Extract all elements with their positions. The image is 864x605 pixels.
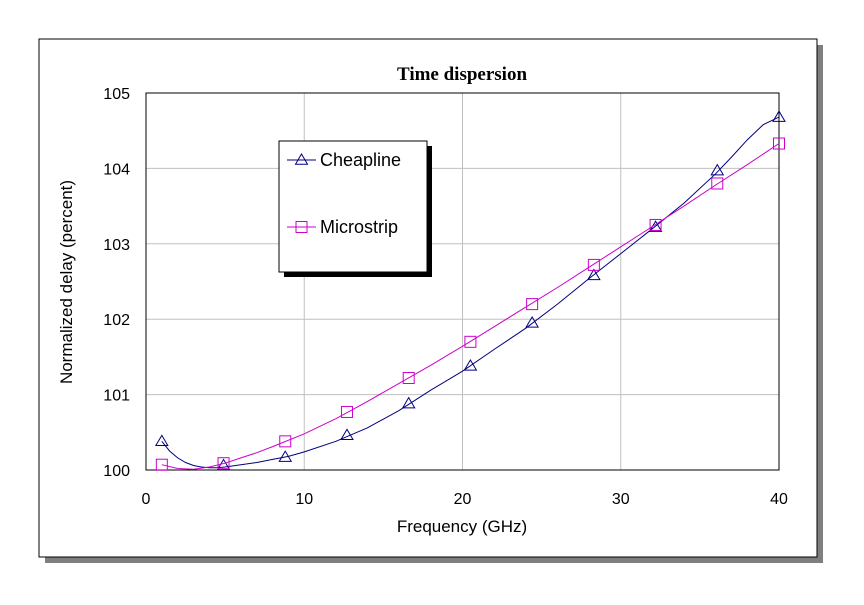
data-point-cheapline [772,110,786,122]
y-tick-labels: 100 101 102 103 104 105 [103,86,130,480]
x-tick-label: 10 [295,491,313,508]
data-point-microstrip [340,405,353,418]
y-tick-label: 103 [103,237,130,254]
x-axis-title: Frequency (GHz) [397,517,527,536]
legend-marker-cheapline [294,153,309,165]
chart-frame [38,38,818,558]
data-point-cheapline [586,268,601,281]
data-point-cheapline [278,450,293,462]
x-tick-labels: 0 10 20 30 40 [142,491,788,508]
data-point-cheapline [340,428,354,441]
data-point-microstrip [279,435,292,448]
x-tick-label: 30 [612,491,630,508]
chart-title: Time dispersion [397,64,527,85]
x-tick-label: 0 [142,491,151,508]
y-tick-label: 105 [103,86,130,103]
y-tick-label: 104 [103,161,130,178]
series-line-microstrip [161,143,780,470]
legend: Cheapline Microstrip [278,140,432,277]
data-point-cheapline [154,434,169,447]
y-tick-label: 101 [103,388,130,405]
data-point-microstrip [526,298,539,311]
y-tick-label: 102 [103,312,130,329]
data-point-microstrip [155,458,168,471]
y-axis-title: Normalized delay (percent) [57,180,76,384]
data-point-microstrip [773,137,785,150]
series-group [154,110,786,471]
legend-marker-microstrip [295,221,308,233]
legend-label-cheapline: Cheapline [320,150,401,170]
data-point-cheapline [525,315,540,328]
data-point-microstrip [711,177,724,190]
data-point-cheapline [401,396,416,409]
y-tick-label: 100 [103,463,130,480]
legend-label-microstrip: Microstrip [320,217,398,237]
data-point-microstrip [402,372,415,385]
plot-area-border [145,92,780,471]
data-point-cheapline [463,358,478,371]
series-cheapline [154,110,786,471]
data-point-microstrip [587,258,600,271]
data-point-microstrip [217,457,230,470]
x-tick-label: 40 [770,491,788,508]
series-microstrip [155,137,785,471]
data-point-microstrip [649,218,662,231]
data-point-cheapline [710,163,725,176]
series-line-cheapline [161,116,780,469]
legend-box [278,140,428,273]
data-point-microstrip [464,335,477,348]
x-tick-label: 20 [454,491,472,508]
